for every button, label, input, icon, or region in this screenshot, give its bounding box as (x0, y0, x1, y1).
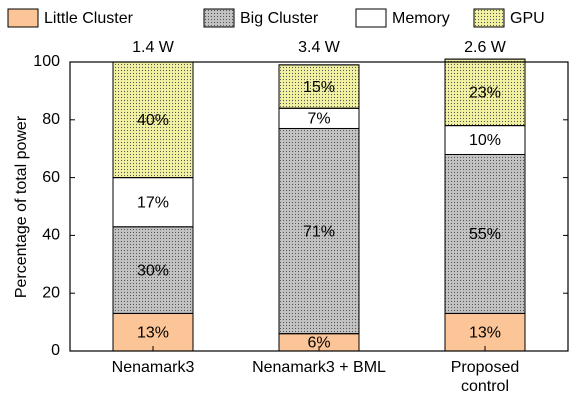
bar-segment (444, 125, 526, 155)
legend-label: Big Cluster (240, 10, 319, 27)
y-tick-label: 0 (51, 342, 60, 359)
bar-pattern (444, 58, 526, 127)
plot-frame (69, 61, 569, 352)
value-label: 15% (303, 79, 335, 96)
bar-total-label: 2.6 W (464, 39, 507, 56)
value-label: 71% (303, 223, 335, 240)
bar-total-label: 3.4 W (298, 39, 341, 56)
value-label: 13% (137, 324, 169, 341)
x-tick-label: Nenamark3 + BML (252, 359, 386, 376)
value-label: 17% (137, 194, 169, 211)
bar-pattern (444, 153, 526, 314)
legend-label: Memory (392, 10, 450, 27)
y-tick-label: 20 (42, 284, 60, 301)
y-tick-label: 60 (42, 169, 60, 186)
bar-pattern (112, 61, 194, 179)
bar-pattern (278, 64, 360, 109)
value-label: 6% (307, 335, 330, 352)
value-label: 30% (137, 262, 169, 279)
value-label: 40% (137, 112, 169, 129)
legend-swatch-pattern (203, 8, 235, 28)
bar-total-label: 1.4 W (132, 39, 175, 56)
legend-swatch (355, 8, 387, 28)
y-tick-label: 40 (42, 227, 60, 244)
value-label: 10% (469, 132, 501, 149)
x-tick-label: Nenamark3 (111, 359, 195, 376)
y-tick-label: 100 (33, 53, 60, 70)
value-label: 55% (469, 226, 501, 243)
value-label: 7% (307, 111, 330, 128)
value-label: 13% (469, 324, 501, 341)
bar-pattern (278, 127, 360, 335)
legend-label: Little Cluster (44, 10, 134, 27)
bar-segment (112, 312, 194, 352)
y-axis-label: Percentage of total power (13, 115, 30, 298)
y-tick-label: 80 (42, 111, 60, 128)
bar-segment (444, 312, 526, 352)
legend-swatch-pattern (473, 8, 505, 28)
legend-label: GPU (510, 10, 545, 27)
x-tick-label: Proposed control (450, 359, 520, 395)
value-label: 23% (469, 85, 501, 102)
legend-swatch (7, 8, 39, 28)
